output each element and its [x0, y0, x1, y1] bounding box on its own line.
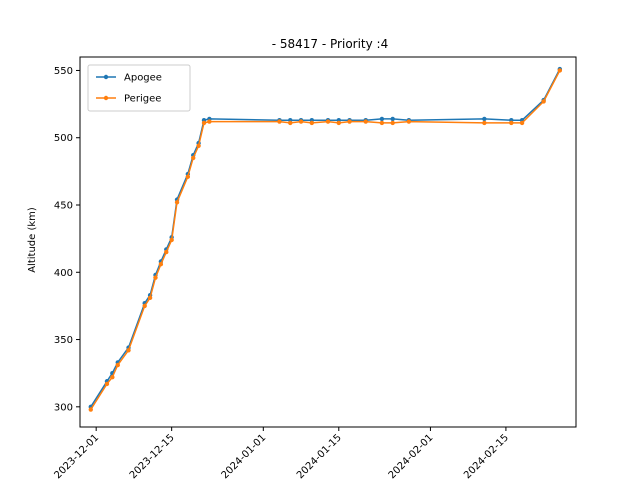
legend-marker	[103, 95, 109, 101]
data-point-perigee	[509, 120, 514, 126]
data-point-perigee	[142, 303, 147, 309]
legend-label: Apogee	[124, 73, 162, 84]
data-point-perigee	[390, 120, 395, 126]
data-point-apogee	[482, 116, 487, 122]
data-point-apogee	[379, 116, 385, 122]
legend: Apogee Perigee	[87, 64, 191, 112]
data-point-perigee	[541, 99, 546, 104]
data-point-perigee	[169, 237, 174, 243]
data-point-perigee	[88, 407, 93, 412]
data-point-perigee	[325, 119, 331, 124]
data-point-perigee	[288, 120, 293, 126]
data-point-perigee	[277, 119, 282, 124]
series-perigee	[88, 68, 563, 412]
legend-item-perigee: Perigee	[96, 94, 161, 105]
data-point-perigee	[126, 348, 131, 353]
y-tick-label: 550	[54, 66, 73, 77]
data-point-perigee	[557, 68, 563, 73]
y-tick-label: 350	[54, 335, 73, 346]
data-point-perigee	[347, 119, 352, 124]
data-point-perigee	[379, 120, 385, 126]
data-point-perigee	[207, 119, 212, 124]
data-point-perigee	[147, 295, 153, 301]
plot-frame	[79, 56, 577, 428]
y-axis-label: Altitude (km)	[27, 207, 38, 273]
data-point-perigee	[309, 120, 315, 126]
chart-title: - 58417 - Priority :4	[272, 37, 388, 51]
data-point-perigee	[336, 120, 341, 126]
data-point-perigee	[174, 200, 180, 205]
legend-item-apogee: Apogee	[96, 73, 162, 84]
data-point-perigee	[196, 143, 201, 148]
data-point-perigee	[185, 174, 191, 179]
data-point-apogee	[390, 116, 395, 122]
data-point-perigee	[104, 381, 110, 387]
data-point-perigee	[482, 120, 487, 126]
data-point-perigee	[363, 119, 368, 124]
y-tick-label: 450	[54, 201, 73, 212]
data-point-perigee	[158, 262, 164, 267]
data-point-perigee	[164, 249, 169, 255]
data-point-perigee	[115, 362, 120, 368]
y-axis: 300 350 400 450 500 550	[54, 66, 80, 413]
data-point-perigee	[191, 155, 196, 161]
legend-marker	[103, 74, 109, 80]
data-point-perigee	[406, 119, 412, 124]
data-point-perigee	[201, 120, 207, 126]
data-point-perigee	[519, 120, 525, 126]
series-layer	[88, 66, 563, 412]
data-point-perigee	[153, 275, 158, 280]
data-point-perigee	[110, 375, 115, 380]
y-tick-label: 300	[54, 402, 73, 413]
data-point-perigee	[298, 119, 304, 124]
y-tick-label: 500	[54, 133, 73, 144]
legend-label: Perigee	[124, 94, 161, 105]
y-tick-label: 400	[54, 268, 73, 279]
